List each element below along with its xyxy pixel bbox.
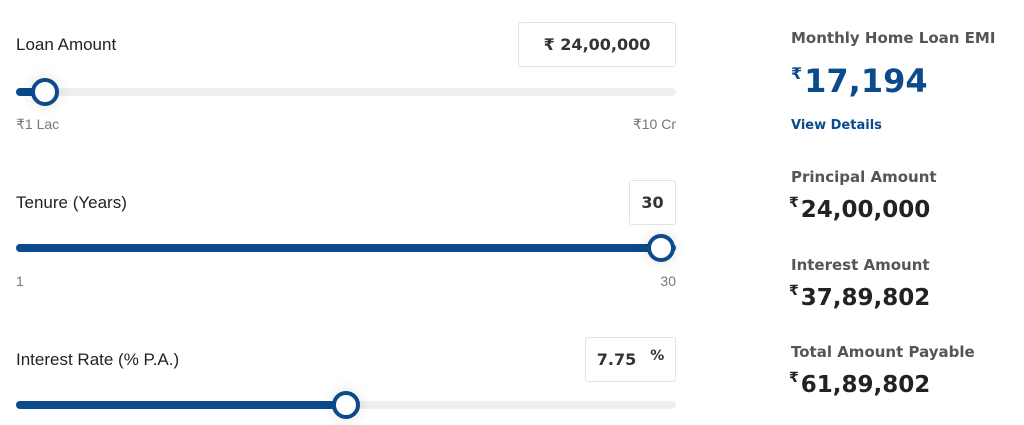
summary-value: ₹24,00,000	[789, 195, 931, 223]
slider-knob[interactable]	[31, 78, 59, 106]
min-label: ₹1 Lac	[16, 116, 60, 132]
summary-label: Total Amount Payable	[791, 343, 975, 361]
summary-value: ₹61,89,802	[789, 370, 931, 398]
slider-label: Tenure (Years)	[16, 193, 127, 212]
input-value: 7.75	[596, 350, 637, 369]
slider-knob[interactable]	[647, 234, 675, 262]
input-value: ₹ 24,00,000	[543, 35, 651, 54]
input-unit: %	[650, 347, 665, 364]
currency: ₹	[791, 64, 803, 83]
currency: ₹	[789, 370, 799, 386]
slider-track[interactable]	[16, 244, 676, 252]
emi-value: ₹17,194	[791, 62, 928, 100]
slider-knob[interactable]	[332, 391, 360, 419]
max-label: ₹10 Cr	[632, 116, 676, 132]
min-label: 1	[16, 273, 24, 289]
slider-fill	[16, 401, 346, 409]
summary-value: ₹37,89,802	[789, 283, 931, 311]
emi-amount: 17,194	[804, 62, 928, 100]
summary-amount: 61,89,802	[800, 372, 931, 398]
slider-label: Interest Rate (% P.A.)	[16, 350, 180, 369]
slider-label: Loan Amount	[16, 35, 117, 54]
input-box[interactable]: ₹ 24,00,000	[518, 22, 676, 67]
emi-label: Monthly Home Loan EMI	[791, 29, 996, 47]
slider-track[interactable]	[16, 88, 676, 96]
summary-amount: 37,89,802	[800, 285, 931, 311]
input-box[interactable]: 30	[629, 180, 676, 225]
summary-label: Principal Amount	[791, 168, 937, 186]
summary-amount: 24,00,000	[800, 197, 931, 223]
summary-label: Interest Amount	[791, 256, 930, 274]
max-label: 30	[660, 273, 676, 289]
currency: ₹	[789, 283, 799, 299]
view-details-link[interactable]: View Details	[791, 118, 882, 133]
input-box[interactable]: 7.75%	[585, 337, 676, 382]
input-value: 30	[641, 193, 664, 212]
currency: ₹	[789, 195, 799, 211]
slider-fill	[16, 244, 676, 252]
